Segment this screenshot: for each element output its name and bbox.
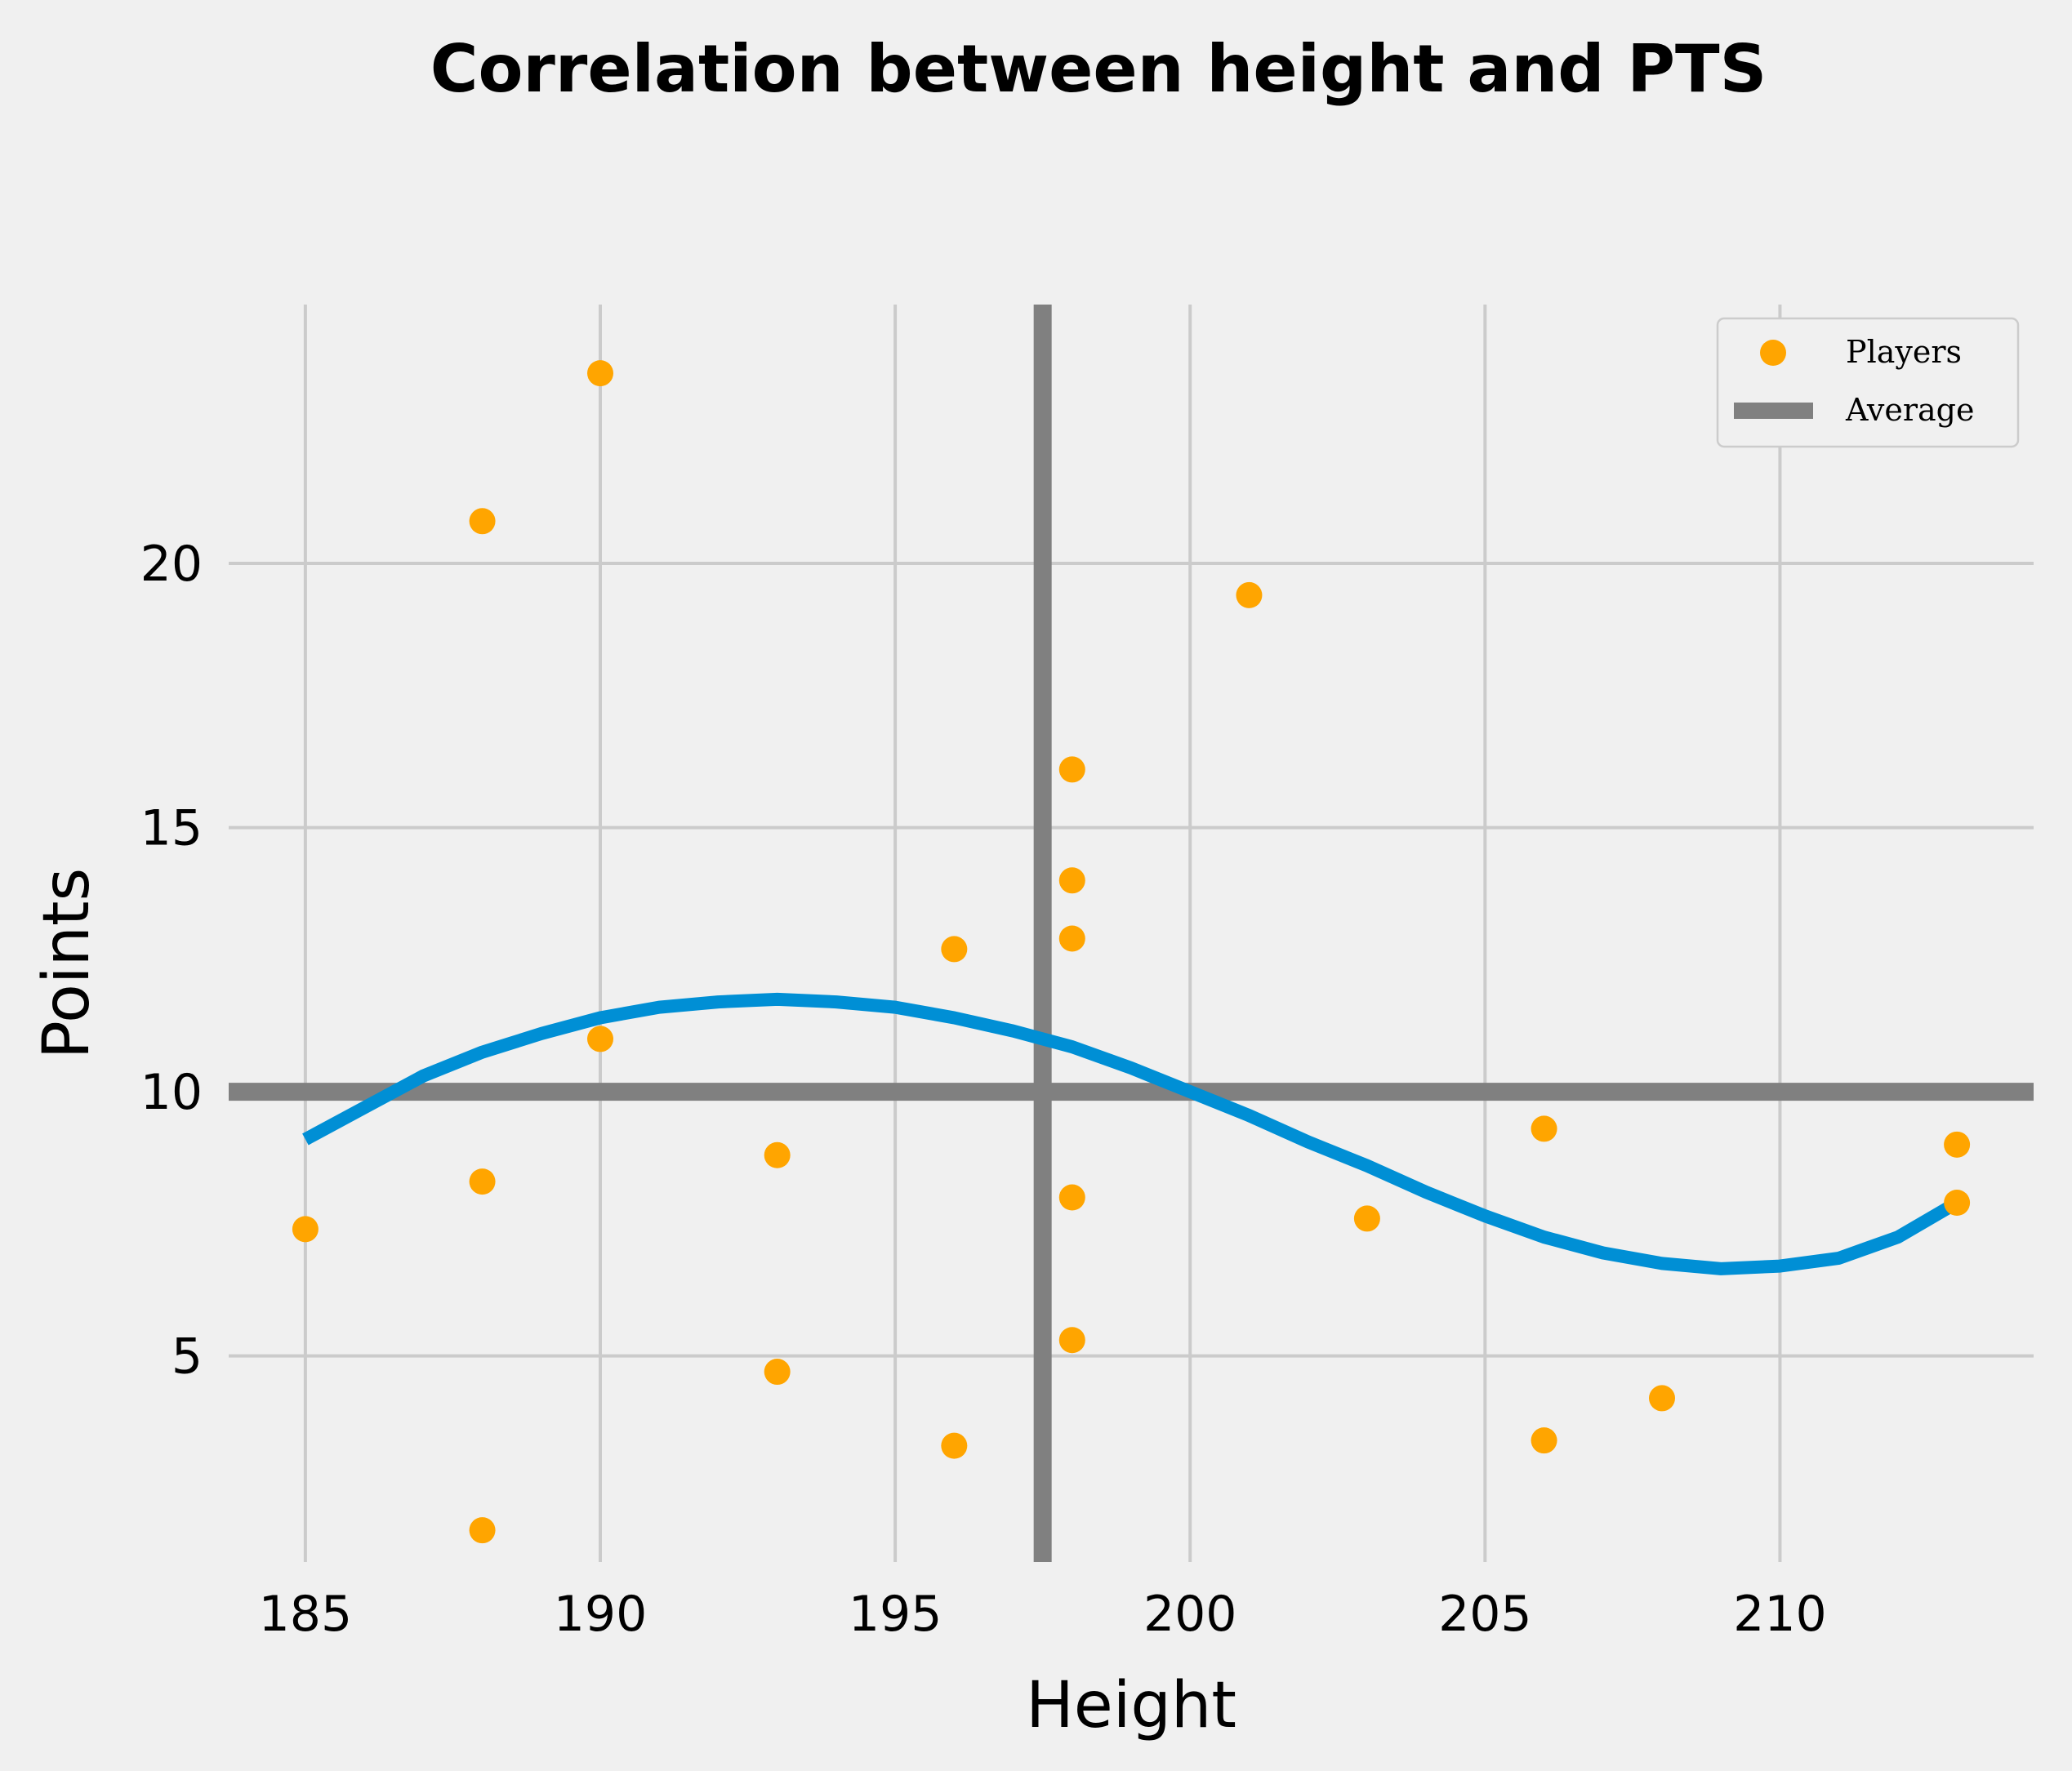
x-tick-label: 185 [259,1586,353,1643]
player-point [587,1026,613,1052]
player-point [469,1168,496,1195]
player-point [941,1432,968,1459]
y-tick-label: 5 [172,1328,203,1386]
average-lines [229,305,2034,1562]
player-point [1944,1190,1971,1216]
scatter-points [292,360,1971,1544]
player-point [292,1216,319,1243]
legend: Players Average [1716,317,2020,448]
player-point [1058,756,1085,783]
player-point [469,1517,496,1544]
player-point [1531,1427,1557,1454]
x-axis-label: Height [1026,1669,1237,1742]
player-point [1058,925,1085,952]
tick-labels: 185 190 195 200 205 210 5 10 15 20 [140,536,1827,1643]
chart-title: Correlation between height and PTS [430,31,1767,107]
player-point [469,508,496,535]
player-point [764,1359,791,1386]
player-point [1058,867,1085,894]
x-tick-label: 190 [554,1586,648,1643]
x-tick-label: 210 [1733,1586,1827,1643]
player-point [941,936,968,963]
player-point [1649,1385,1675,1412]
trend-curve [302,992,1961,1275]
player-point [764,1141,791,1168]
player-point [1058,1327,1085,1354]
legend-players-marker [1760,340,1786,366]
y-axis-label: Points [30,868,104,1059]
player-point [587,360,613,387]
y-tick-label: 20 [140,536,203,593]
player-point [1531,1115,1557,1142]
x-tick-label: 205 [1438,1586,1532,1643]
player-point [1944,1131,1971,1158]
player-point [1236,581,1263,608]
legend-average-label: Average [1845,392,1975,428]
trend-curve-group [302,992,1961,1275]
player-point [1353,1205,1380,1232]
legend-players-label: Players [1846,334,1962,370]
y-tick-label: 10 [140,1064,203,1121]
y-tick-label: 15 [140,800,203,857]
x-tick-label: 195 [849,1586,942,1643]
player-point [1058,1184,1085,1211]
x-tick-label: 200 [1143,1586,1237,1643]
